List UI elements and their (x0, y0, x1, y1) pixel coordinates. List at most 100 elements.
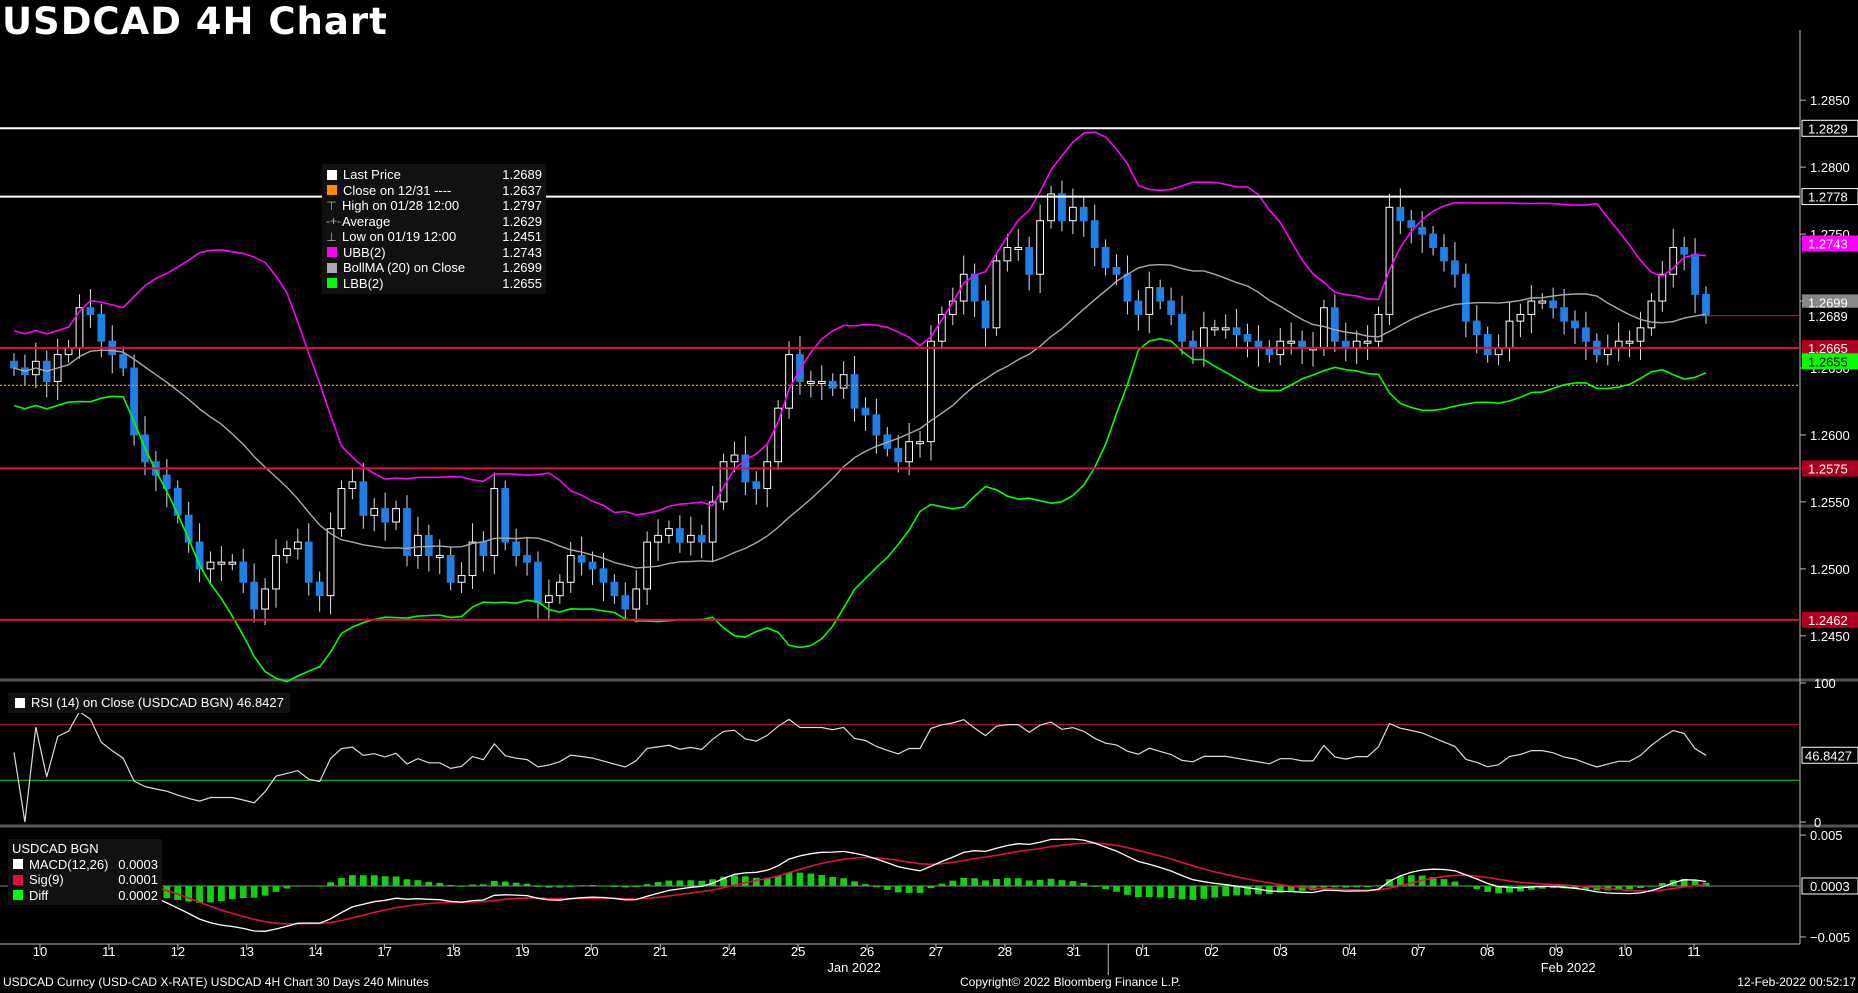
candle-up (1014, 246, 1023, 250)
candle-down (1330, 307, 1339, 342)
macd-diff-bar (600, 885, 607, 887)
candle-up (1527, 300, 1536, 315)
macd-diff-bar (1375, 885, 1382, 887)
high-marker-icon: ⊤ (326, 198, 337, 213)
candle-up (545, 595, 553, 603)
green-swatch-icon (327, 278, 337, 289)
macd-diff-bar (949, 880, 957, 886)
macd-diff-bar (1189, 886, 1197, 900)
level-label: 1.2778 (1808, 190, 1848, 205)
candle-down (828, 380, 837, 389)
level-label: 1.2829 (1808, 121, 1848, 136)
macd-diff-bar (1331, 886, 1339, 888)
candle-down (359, 481, 368, 516)
candle-down (1429, 233, 1437, 248)
candle-up (1658, 273, 1667, 302)
macd-diff-bar (785, 872, 793, 886)
last-label: 1.2689 (1808, 309, 1848, 324)
candle-down (599, 568, 608, 583)
candle-down (621, 595, 630, 610)
level-label-box (1802, 611, 1858, 628)
candle-down (1123, 273, 1132, 302)
macd-diff-bar (1200, 886, 1208, 899)
candle-down (315, 581, 324, 597)
rsi-line (13, 710, 1707, 823)
macd-diff-bar (403, 879, 411, 886)
candle-down (1232, 327, 1241, 336)
candle-up (468, 541, 477, 577)
macd-diff-bar (283, 886, 291, 889)
macd-diff-bar (1386, 879, 1393, 886)
y-tick-label: 1.2550 (1810, 495, 1850, 510)
x-tick-label: 11 (102, 944, 116, 959)
macd-diff-bar (512, 882, 520, 886)
macd-diff-bar (1538, 886, 1546, 889)
macd-diff-bar (1014, 878, 1022, 886)
candle-up (348, 481, 357, 490)
legend-average: -+- Average 1.2629 (326, 213, 542, 229)
candle-up (1287, 340, 1296, 344)
footer-copyright: Copyright© 2022 Bloomberg Finance L.P. (960, 975, 1181, 989)
rsi-tick-label: 0 (1814, 815, 1821, 830)
macd-diff-bar (501, 881, 509, 886)
macd-diff-bar (1484, 886, 1492, 892)
macd-tick-label: −0.005 (1810, 930, 1850, 945)
macd-diff-bar (1080, 882, 1088, 886)
candle-down (403, 508, 411, 556)
macd-diff-bar (490, 880, 498, 886)
candle-down (697, 534, 706, 543)
candle-up (228, 561, 237, 565)
candle-down (752, 481, 761, 490)
rsi-tick-label: 100 (1814, 676, 1836, 691)
x-tick-label: 19 (515, 944, 529, 959)
macd-diff-bar (1025, 880, 1033, 886)
candle-down (1134, 300, 1143, 315)
candle-down (1243, 334, 1252, 342)
candle-down (861, 407, 870, 416)
macd-diff-bar (1680, 878, 1688, 886)
candle-down (1680, 246, 1689, 255)
candle-up (708, 501, 717, 543)
candle-up (785, 354, 793, 409)
x-tick-label: 04 (1342, 944, 1356, 959)
footer-timestamp: 12-Feb-2022 00:52:17 (1737, 975, 1856, 989)
white-swatch-icon (15, 697, 25, 708)
candle-down (479, 541, 488, 556)
macd-diff-bar (1396, 876, 1404, 886)
candle-up (774, 407, 783, 463)
macd-diff-bar (1637, 886, 1644, 888)
legend-sig: Sig(9) 0.0001 (12, 872, 158, 888)
macd-diff-bar (1582, 886, 1590, 890)
macd-diff-bar (1058, 880, 1066, 886)
macd-diff-bar (1517, 886, 1524, 892)
candle-up (370, 508, 379, 516)
legend-macd: MACD(12,26) 0.0003 (12, 857, 158, 873)
low-marker-icon: ⊥ (326, 229, 337, 244)
candle-down (1298, 340, 1306, 349)
macd-diff-bar (1047, 878, 1055, 886)
candle-down (86, 307, 95, 315)
candle-up (1036, 220, 1045, 275)
candle-up (293, 541, 302, 550)
macd-diff-bar (1003, 878, 1011, 886)
x-tick-label: 17 (377, 944, 391, 959)
macd-diff-bar (741, 876, 749, 886)
candle-down (1461, 273, 1470, 322)
candle-up (730, 454, 739, 463)
macd-diff-bar (1102, 886, 1109, 890)
ubb-label-box (1802, 235, 1858, 252)
macd-diff-bar (218, 886, 225, 902)
level-label-box (1802, 460, 1858, 477)
macd-diff-bar (676, 880, 684, 886)
x-tick-label: 28 (998, 944, 1012, 959)
macd-diff-bar (250, 886, 258, 898)
rsi-last-label: 46.8427 (1805, 748, 1852, 763)
candle-down (1178, 313, 1186, 342)
candle-up (555, 581, 564, 597)
macd-diff-bar (556, 886, 564, 888)
macd-diff-bar (829, 876, 837, 886)
macd-diff-bar (807, 873, 815, 886)
macd-diff-bar (1244, 886, 1251, 895)
candle-down (512, 541, 521, 556)
